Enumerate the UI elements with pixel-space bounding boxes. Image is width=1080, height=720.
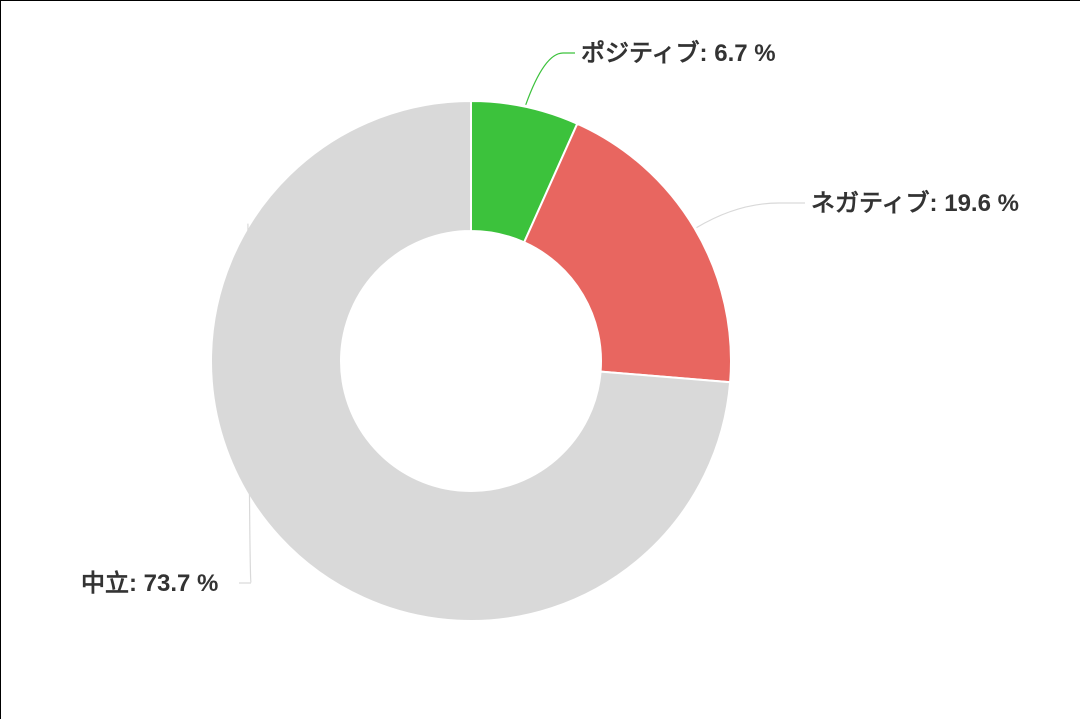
donut-chart-container: ポジティブ: 6.7 % ネガティブ: 19.6 % 中立: 73.7 %	[0, 0, 1080, 719]
slice-label-neutral: 中立: 73.7 %	[81, 569, 218, 597]
slice-label-positive: ポジティブ: 6.7 %	[581, 39, 776, 67]
slice-label-negative: ネガティブ: 19.6 %	[811, 189, 1019, 217]
donut-chart-svg: ポジティブ: 6.7 % ネガティブ: 19.6 % 中立: 73.7 %	[1, 1, 1080, 720]
